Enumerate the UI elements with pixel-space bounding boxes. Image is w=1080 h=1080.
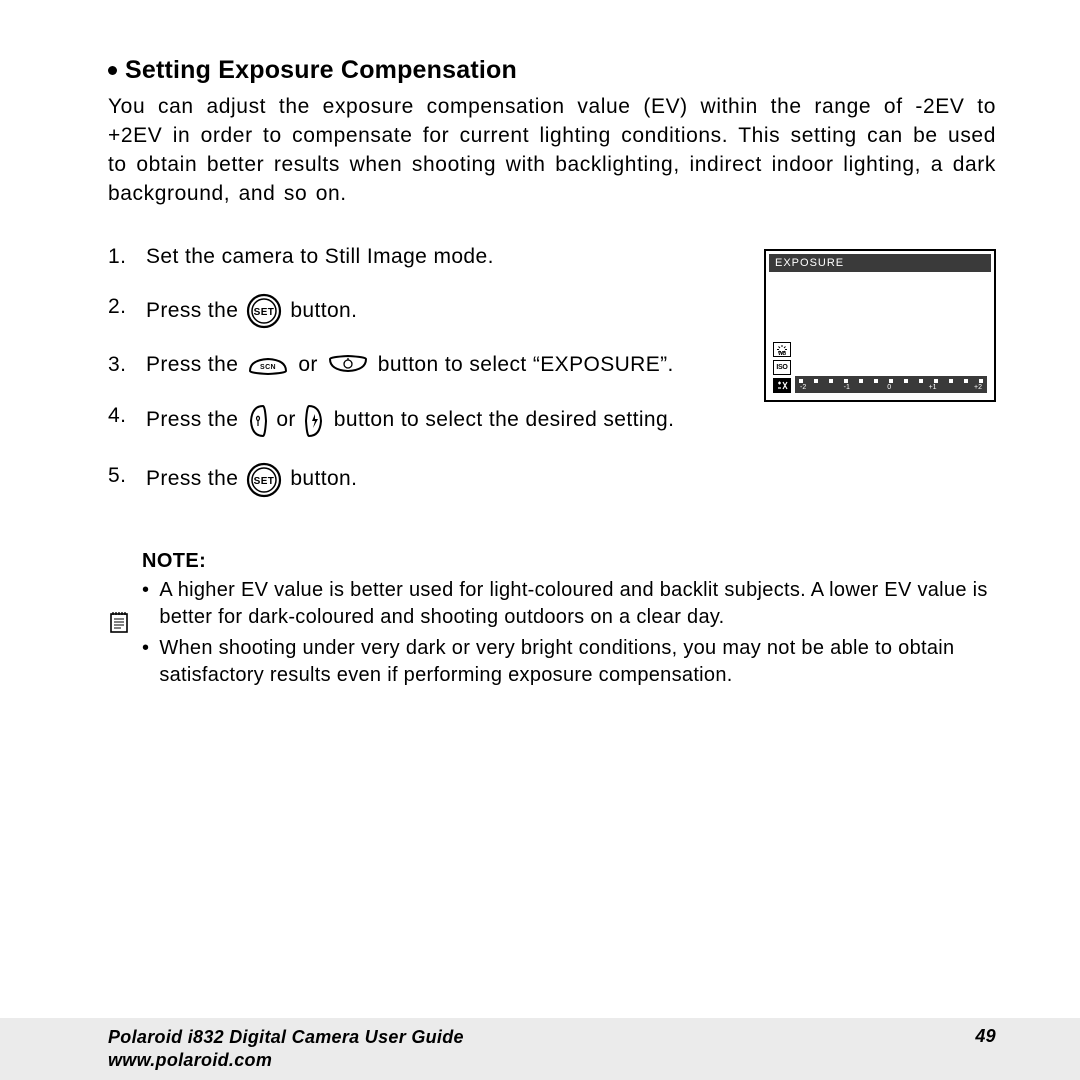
note-item-2: When shooting under very dark or very br… bbox=[142, 635, 996, 689]
step-2-text-a: Press the bbox=[146, 297, 238, 325]
ev-label: 0 bbox=[887, 384, 891, 391]
step-3-text-b: or bbox=[298, 351, 317, 379]
ev-tick bbox=[829, 379, 833, 383]
iso-icon: ISO bbox=[773, 360, 791, 375]
ev-tick bbox=[979, 379, 983, 383]
step-3-text-a: Press the bbox=[146, 351, 238, 379]
ev-scale-bar: -2 -1 0 +1 +2 bbox=[795, 376, 987, 393]
page-number: 49 bbox=[975, 1026, 996, 1047]
heading-bullet-icon bbox=[108, 66, 117, 75]
ev-ticks bbox=[799, 379, 983, 383]
step-4: Press the or button to select the desire… bbox=[108, 402, 736, 440]
ev-tick bbox=[799, 379, 803, 383]
ev-label: -2 bbox=[800, 384, 806, 391]
ev-icon bbox=[773, 378, 791, 393]
step-5-text-a: Press the bbox=[146, 465, 238, 493]
ev-label: -1 bbox=[844, 384, 850, 391]
note-list: A higher EV value is better used for lig… bbox=[142, 577, 996, 689]
step-1: Set the camera to Still Image mode. bbox=[108, 243, 736, 271]
step-2: Press the SET button. bbox=[108, 293, 736, 329]
note-item-2-text: When shooting under very dark or very br… bbox=[159, 635, 996, 689]
lcd-bottom-area: WB ISO -2 -1 0 +1 +2 bbox=[769, 342, 991, 397]
note-content: NOTE: A higher EV value is better used f… bbox=[142, 550, 996, 693]
svg-text:SET: SET bbox=[254, 307, 275, 318]
ev-tick bbox=[889, 379, 893, 383]
step-4-text-a: Press the bbox=[146, 406, 238, 434]
step-4-text-c: button to select the desired setting. bbox=[334, 406, 675, 434]
ev-label: +2 bbox=[974, 384, 982, 391]
section-heading-row: Setting Exposure Compensation bbox=[108, 56, 996, 85]
macro-left-button-icon bbox=[246, 402, 268, 440]
step-5-text-b: button. bbox=[290, 465, 357, 493]
note-item-1-text: A higher EV value is better used for lig… bbox=[159, 577, 996, 631]
step-2-text-b: button. bbox=[290, 297, 357, 325]
wb-icon: WB bbox=[773, 342, 791, 357]
ev-tick bbox=[859, 379, 863, 383]
footer-left: Polaroid i832 Digital Camera User Guide … bbox=[108, 1026, 464, 1073]
note-title: NOTE: bbox=[142, 550, 996, 573]
note-item-1: A higher EV value is better used for lig… bbox=[142, 577, 996, 631]
ev-labels: -2 -1 0 +1 +2 bbox=[799, 384, 983, 391]
set-button-icon: SET bbox=[246, 462, 282, 498]
notepad-icon bbox=[108, 552, 130, 693]
svg-text:SCN: SCN bbox=[260, 364, 276, 371]
svg-text:WB: WB bbox=[778, 351, 786, 355]
ev-tick bbox=[949, 379, 953, 383]
ev-tick bbox=[874, 379, 878, 383]
step-4-text-b: or bbox=[276, 406, 295, 434]
ev-tick bbox=[919, 379, 923, 383]
flash-right-button-icon bbox=[304, 402, 326, 440]
lcd-left-icons: WB ISO bbox=[773, 342, 791, 393]
section-heading: Setting Exposure Compensation bbox=[125, 56, 517, 85]
timer-down-button-icon bbox=[326, 354, 370, 376]
lcd-body-blank bbox=[769, 272, 991, 342]
step-5: Press the SET button. bbox=[108, 462, 736, 498]
svg-text:SET: SET bbox=[254, 476, 275, 487]
lcd-inner: EXPOSURE WB ISO -2 -1 0 +1 +2 bbox=[769, 254, 991, 397]
steps-list: Set the camera to Still Image mode. Pres… bbox=[108, 243, 736, 520]
set-button-icon: SET bbox=[246, 293, 282, 329]
ev-tick bbox=[904, 379, 908, 383]
ev-tick bbox=[814, 379, 818, 383]
lcd-preview: EXPOSURE WB ISO -2 -1 0 +1 +2 bbox=[764, 249, 996, 402]
step-3-text-c: button to select “EXPOSURE”. bbox=[378, 351, 674, 379]
steps-and-lcd-row: Set the camera to Still Image mode. Pres… bbox=[108, 243, 996, 520]
scn-up-button-icon: SCN bbox=[246, 354, 290, 376]
page-footer: Polaroid i832 Digital Camera User Guide … bbox=[0, 1018, 1080, 1080]
lcd-title: EXPOSURE bbox=[769, 254, 991, 272]
ev-label: +1 bbox=[929, 384, 937, 391]
ev-tick bbox=[964, 379, 968, 383]
footer-guide-title: Polaroid i832 Digital Camera User Guide bbox=[108, 1026, 464, 1049]
note-block: NOTE: A higher EV value is better used f… bbox=[108, 550, 996, 693]
footer-url: www.polaroid.com bbox=[108, 1049, 464, 1072]
ev-tick bbox=[844, 379, 848, 383]
step-3: Press the SCN or button to select “EXPOS… bbox=[108, 351, 736, 379]
intro-paragraph: You can adjust the exposure compensation… bbox=[108, 93, 996, 209]
step-1-text: Set the camera to Still Image mode. bbox=[146, 245, 494, 268]
ev-tick bbox=[934, 379, 938, 383]
